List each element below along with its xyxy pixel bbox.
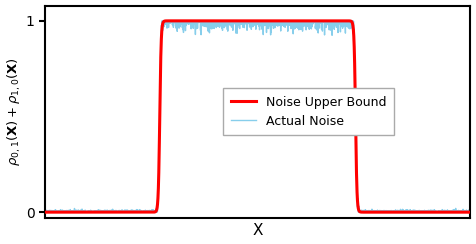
Noise Upper Bound bbox=[414, 211, 419, 214]
Line: Noise Upper Bound: Noise Upper Bound bbox=[45, 21, 470, 212]
Actual Noise bbox=[459, 210, 465, 213]
X-axis label: X: X bbox=[252, 224, 263, 238]
Noise Upper Bound bbox=[224, 19, 229, 22]
Actual Noise bbox=[90, 211, 96, 214]
Noise Upper Bound bbox=[459, 211, 465, 214]
Noise Upper Bound bbox=[183, 19, 189, 22]
Actual Noise bbox=[154, 211, 159, 214]
Noise Upper Bound bbox=[205, 19, 211, 22]
Line: Actual Noise: Actual Noise bbox=[45, 21, 470, 212]
Noise Upper Bound bbox=[90, 211, 96, 214]
Actual Noise bbox=[116, 209, 121, 212]
Legend: Noise Upper Bound, Actual Noise: Noise Upper Bound, Actual Noise bbox=[223, 88, 394, 135]
Noise Upper Bound bbox=[467, 211, 473, 214]
Actual Noise bbox=[224, 19, 229, 22]
Noise Upper Bound bbox=[116, 211, 121, 214]
Actual Noise bbox=[467, 211, 473, 214]
Noise Upper Bound bbox=[379, 211, 385, 214]
Actual Noise bbox=[206, 22, 211, 25]
Actual Noise bbox=[42, 210, 48, 213]
Actual Noise bbox=[159, 19, 165, 22]
Y-axis label: $\rho_{0,1}(\mathbf{X}) + \rho_{1,0}(\mathbf{X})$: $\rho_{0,1}(\mathbf{X}) + \rho_{1,0}(\ma… bbox=[6, 57, 23, 166]
Actual Noise bbox=[414, 209, 419, 212]
Noise Upper Bound bbox=[42, 211, 48, 214]
